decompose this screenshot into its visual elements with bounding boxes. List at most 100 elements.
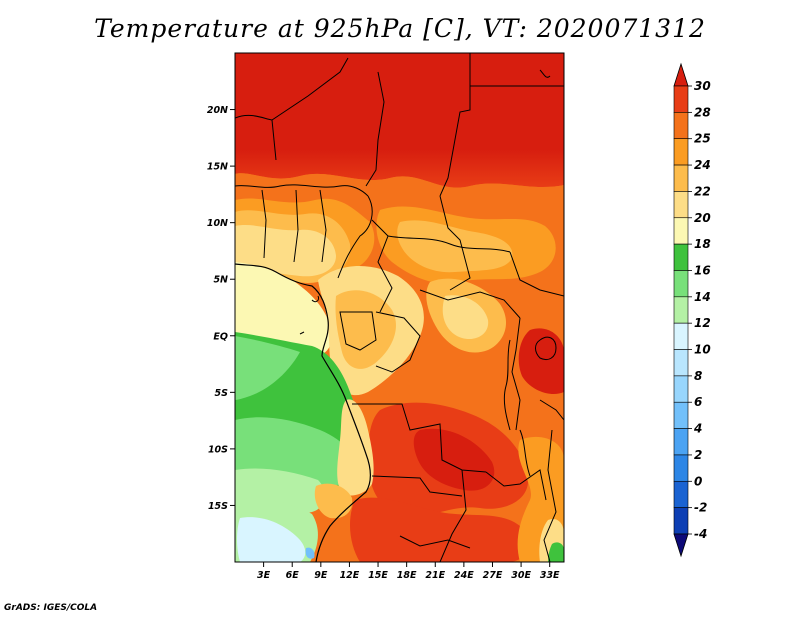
border-drc-east <box>511 317 521 431</box>
y-tick-label: EQ <box>213 331 228 342</box>
x-tick-label: 24E <box>454 570 474 581</box>
field-atlantic-light-green-north <box>235 336 300 400</box>
y-tick-label: 5S <box>215 388 229 399</box>
colorbar-label: -4 <box>694 527 707 541</box>
country-borders <box>235 53 564 562</box>
colorbar-swatch <box>673 296 689 324</box>
field-west-africa-light <box>235 225 336 277</box>
border-mali <box>271 119 277 161</box>
x-axis: 3E 6E 9E 12E 15E 18E 21E 24E 27E 30E 33E <box>257 562 560 581</box>
colorbar-swatch <box>673 480 689 508</box>
field-benguela-cold <box>237 517 306 562</box>
y-tick-label: 10S <box>208 444 228 455</box>
colorbar-label: 14 <box>694 290 711 304</box>
x-tick-label: 12E <box>340 570 360 581</box>
credit-text: GrADS: IGES/COLA <box>4 603 98 613</box>
y-tick-label: 15N <box>207 162 228 173</box>
colorbar-max-triangle <box>673 62 689 87</box>
field-car-yellow <box>397 220 513 273</box>
border-niger-chad <box>365 71 385 187</box>
border-nigeria-cameroon <box>337 195 373 279</box>
x-tick-label: 18E <box>397 570 417 581</box>
y-tick-label: 20N <box>207 105 228 116</box>
chart-title: Temperature at 925hPa [C], VT: 202007131… <box>94 14 706 43</box>
x-tick-label: 9E <box>314 570 328 581</box>
x-tick-label: 15E <box>368 570 388 581</box>
border-mozambique <box>543 429 557 562</box>
colorbar-label: 24 <box>694 158 711 172</box>
y-tick-label: 15S <box>208 501 228 512</box>
border-gabon <box>339 311 377 351</box>
colorbar-label: 0 <box>694 474 702 488</box>
colorbar-label: -2 <box>694 501 707 515</box>
field-gulf-pale <box>235 262 332 359</box>
y-axis: 20N 15N 10N 5N EQ 5S 10S 15S <box>207 105 235 512</box>
map-frame <box>234 52 565 563</box>
x-tick-label: 21E <box>425 570 445 581</box>
colorbar-label: 2 <box>694 448 702 462</box>
temperature-field <box>235 53 564 562</box>
colorbar-label: 30 <box>694 79 711 93</box>
field-namibia-coast <box>314 483 353 519</box>
colorbar-swatch <box>673 112 689 140</box>
colorbar-swatch <box>673 243 689 271</box>
y-tick-label: 10N <box>207 218 228 229</box>
border-south-africa <box>399 535 471 549</box>
colorbar-swatch <box>673 454 689 482</box>
field-sahara-hot <box>235 53 564 188</box>
field-cold-spot <box>305 547 315 559</box>
colorbar-label: 4 <box>693 422 702 436</box>
colorbar-swatch <box>673 401 689 429</box>
field-kalahari-hot <box>349 497 529 562</box>
border-ethiopia <box>509 251 564 297</box>
border-zambia-botswana <box>439 469 467 562</box>
colorbar-label: 12 <box>694 316 711 330</box>
colorbar-swatch <box>673 375 689 403</box>
border-sudan-south <box>439 195 471 291</box>
border-zimbabwe <box>485 469 547 501</box>
border-togo-benin <box>293 189 299 263</box>
field-angola-coast-yellow <box>337 399 374 496</box>
colorbar-label: 22 <box>694 184 711 198</box>
colorbar-swatch <box>673 85 689 113</box>
border-sahel <box>235 184 369 197</box>
colorbar-swatch <box>673 428 689 456</box>
border-car-sudan <box>387 235 511 253</box>
x-tick-label: 30E <box>511 570 531 581</box>
island-sao-tome <box>299 331 305 335</box>
colorbar-label: 18 <box>694 237 711 251</box>
colorbar-swatch <box>673 507 689 535</box>
coast-red-sea <box>539 69 551 78</box>
border-drc-north <box>419 289 521 319</box>
colorbar-swatch <box>673 191 689 219</box>
field-lakes-red <box>518 328 564 395</box>
field-highlands-light <box>442 295 489 340</box>
colorbar-swatch <box>673 349 689 377</box>
x-tick-label: 3E <box>257 570 271 581</box>
border-ghana <box>261 189 267 259</box>
colorbar-swatch <box>673 164 689 192</box>
colorbar-min-triangle <box>673 533 689 558</box>
x-tick-label: 33E <box>540 570 560 581</box>
island-bioko <box>311 295 319 303</box>
coastline <box>235 263 372 562</box>
x-tick-label: 27E <box>483 570 503 581</box>
colorbar-label: 6 <box>694 395 702 409</box>
border-tanzania <box>539 399 564 421</box>
border-chad-car <box>371 219 393 313</box>
lake-victoria <box>535 336 557 361</box>
field-east-green <box>548 542 564 562</box>
colorbar-swatch <box>673 322 689 350</box>
colorbar-label: 16 <box>694 263 711 277</box>
colorbar-swatch <box>673 217 689 245</box>
x-tick-label: 6E <box>286 570 300 581</box>
colorbar-label: 25 <box>694 132 711 146</box>
border-libya-sudan <box>439 53 471 197</box>
colorbar-label: 10 <box>694 343 711 357</box>
lake-malawi <box>519 429 531 477</box>
border-congo <box>375 311 421 373</box>
colorbar-label: 8 <box>694 369 702 383</box>
border-nigeria-west <box>319 189 327 263</box>
